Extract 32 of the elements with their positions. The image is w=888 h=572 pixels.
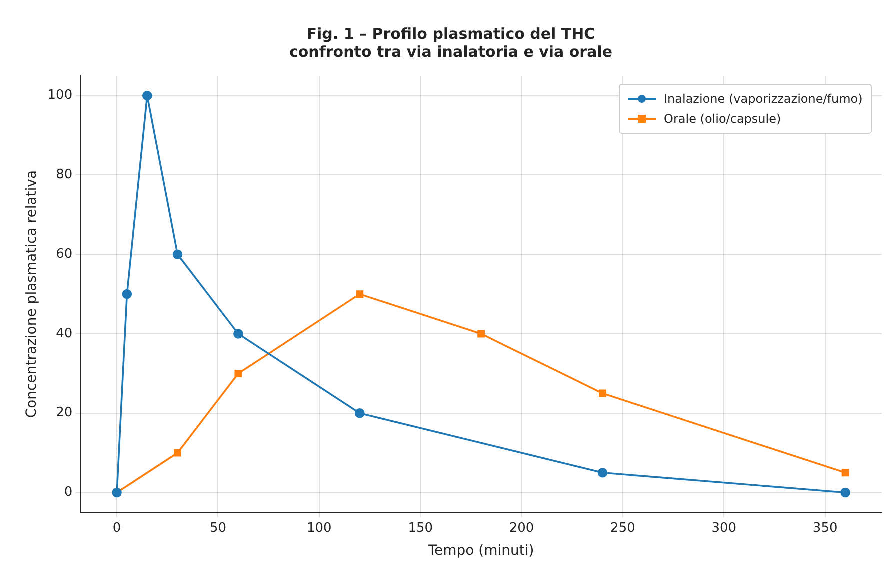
x-tick-label: 0 — [112, 520, 122, 536]
point — [174, 449, 182, 457]
x-tick-label: 350 — [812, 520, 838, 536]
point — [122, 289, 132, 300]
point — [234, 329, 244, 339]
y-tick-label: 80 — [56, 168, 73, 183]
point — [478, 330, 486, 338]
y-tick-label: 20 — [56, 406, 73, 421]
point — [356, 290, 364, 298]
point — [354, 408, 365, 418]
y-tick-label: 0 — [64, 485, 73, 500]
x-tick-label: 300 — [712, 520, 737, 536]
point — [142, 90, 152, 101]
point — [234, 370, 242, 378]
y-axis-title: Concentrazione plasmatica relativa — [24, 170, 40, 418]
point — [842, 469, 850, 477]
chart-title: Fig. 1 – Profilo plasmatico del THC confronto tra via inalatoria e via orale — [289, 24, 613, 61]
x-tick-label: 150 — [408, 520, 434, 536]
legend-label: Inalazione (vaporizzazione/fumo) — [664, 92, 863, 106]
y-tick-label: 100 — [48, 88, 73, 104]
point — [599, 390, 606, 398]
x-tick-label: 100 — [306, 520, 332, 536]
legend-label: Orale (olio/capsule) — [664, 112, 782, 126]
x-tick-label: 200 — [509, 520, 534, 536]
y-tick-label: 60 — [56, 246, 73, 262]
y-tick-label: 40 — [56, 326, 73, 342]
point — [598, 468, 608, 478]
point — [172, 250, 183, 260]
point — [840, 488, 850, 498]
x-tick-label: 250 — [610, 520, 636, 536]
x-axis-title: Tempo (minuti) — [427, 543, 534, 560]
x-tick-label: 50 — [210, 520, 226, 536]
